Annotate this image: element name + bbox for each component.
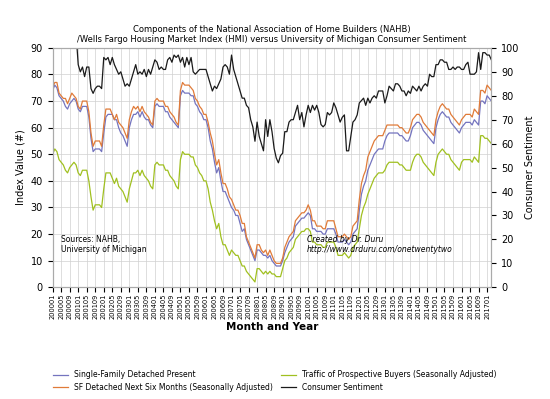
Consumer Sentiment [384, 93, 390, 98]
Consumer Sentiment [170, 53, 177, 57]
Traffic of Prospective Buyers (Seasonally Adjusted) [418, 154, 425, 159]
Consumer Sentiment [456, 65, 463, 69]
Single-Family Detached Present [458, 125, 465, 130]
Y-axis label: Index Value (#): Index Value (#) [15, 130, 25, 205]
Title: Components of the National Association of Home Builders (NAHB)
/Wells Fargo Hous: Components of the National Association o… [78, 25, 467, 44]
Consumer Sentiment [488, 57, 494, 62]
Single-Family Detached Present [173, 122, 179, 127]
Line: SF Detached Next Six Months (Seasonally Adjusted): SF Detached Next Six Months (Seasonally … [53, 83, 491, 263]
Traffic of Prospective Buyers (Seasonally Adjusted) [252, 280, 258, 284]
Single-Family Detached Present [52, 83, 58, 87]
Traffic of Prospective Buyers (Seasonally Adjusted) [488, 141, 494, 146]
X-axis label: Month and Year: Month and Year [226, 322, 318, 332]
Traffic of Prospective Buyers (Seasonally Adjusted) [456, 168, 463, 173]
Consumer Sentiment [418, 89, 425, 93]
Legend: Single-Family Detached Present, SF Detached Next Six Months (Seasonally Adjusted: Single-Family Detached Present, SF Detac… [50, 367, 500, 395]
Consumer Sentiment [328, 110, 335, 115]
Line: Consumer Sentiment: Consumer Sentiment [53, 19, 491, 163]
Text: Created by Dr. Duru
http://www.drduru.com/onetwentytwo: Created by Dr. Duru http://www.drduru.co… [307, 235, 453, 254]
Single-Family Detached Present [420, 128, 426, 133]
SF Detached Next Six Months (Seasonally Adjusted) [386, 122, 393, 127]
Traffic of Prospective Buyers (Seasonally Adjusted) [328, 240, 335, 245]
SF Detached Next Six Months (Seasonally Adjusted) [458, 117, 465, 122]
Traffic of Prospective Buyers (Seasonally Adjusted) [384, 162, 390, 167]
Single-Family Detached Present [273, 264, 279, 269]
Traffic of Prospective Buyers (Seasonally Adjusted) [50, 152, 56, 157]
Text: Sources: NAHB,
University of Michigan: Sources: NAHB, University of Michigan [62, 235, 147, 254]
Single-Family Detached Present [50, 88, 56, 93]
Traffic of Prospective Buyers (Seasonally Adjusted) [170, 178, 177, 183]
Traffic of Prospective Buyers (Seasonally Adjusted) [411, 154, 418, 159]
Line: Single-Family Detached Present: Single-Family Detached Present [53, 85, 491, 266]
Single-Family Detached Present [386, 130, 393, 135]
SF Detached Next Six Months (Seasonally Adjusted) [331, 218, 337, 223]
SF Detached Next Six Months (Seasonally Adjusted) [50, 85, 56, 90]
SF Detached Next Six Months (Seasonally Adjusted) [414, 112, 420, 117]
Single-Family Detached Present [331, 226, 337, 231]
SF Detached Next Six Months (Seasonally Adjusted) [173, 120, 179, 125]
Traffic of Prospective Buyers (Seasonally Adjusted) [477, 133, 484, 138]
SF Detached Next Six Months (Seasonally Adjusted) [420, 120, 426, 125]
Single-Family Detached Present [414, 120, 420, 125]
Single-Family Detached Present [488, 99, 494, 103]
SF Detached Next Six Months (Seasonally Adjusted) [488, 88, 494, 93]
SF Detached Next Six Months (Seasonally Adjusted) [273, 261, 279, 266]
Consumer Sentiment [275, 160, 282, 165]
Consumer Sentiment [50, 17, 56, 22]
Line: Traffic of Prospective Buyers (Seasonally Adjusted): Traffic of Prospective Buyers (Seasonall… [53, 136, 491, 282]
Consumer Sentiment [411, 86, 418, 91]
SF Detached Next Six Months (Seasonally Adjusted) [52, 80, 58, 85]
Y-axis label: Consumer Sentiment: Consumer Sentiment [525, 116, 535, 219]
